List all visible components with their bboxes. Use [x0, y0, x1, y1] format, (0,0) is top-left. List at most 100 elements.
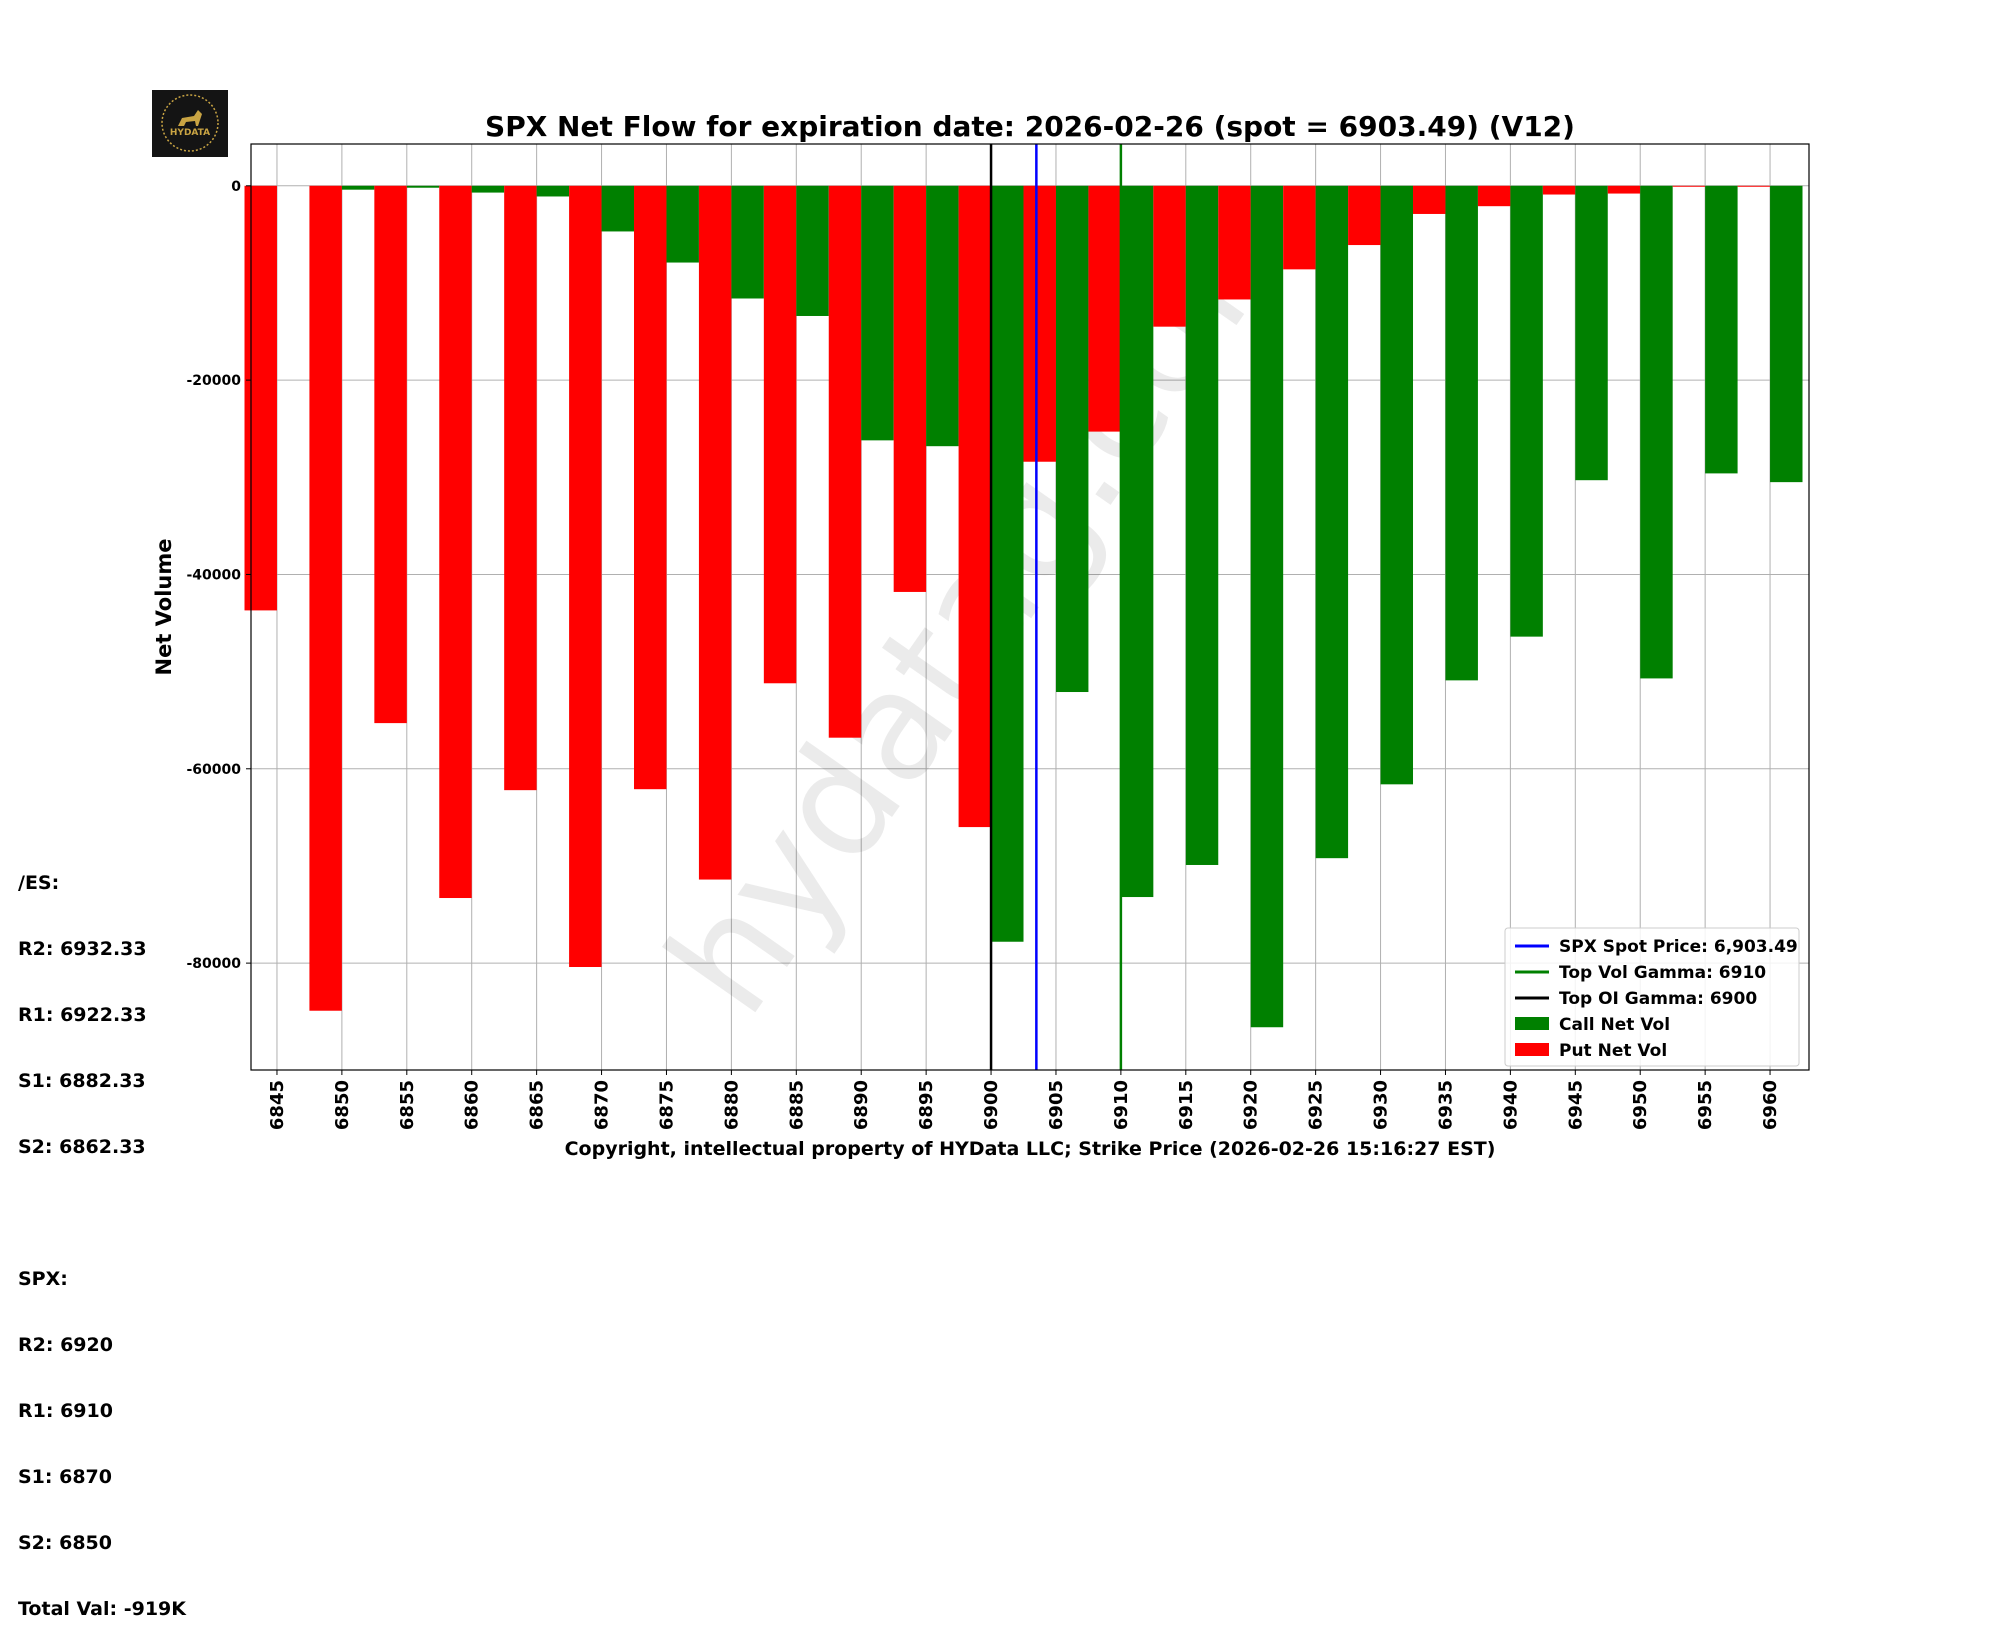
put-bar: [828, 185, 862, 738]
x-tick-label: 6855: [397, 1080, 418, 1130]
put-bar: [763, 185, 797, 684]
x-tick-label: 6880: [721, 1080, 742, 1130]
put-bar: [1737, 185, 1771, 187]
call-bar: [1575, 185, 1608, 481]
call-bar: [731, 185, 764, 299]
x-tick-label: 6915: [1176, 1080, 1197, 1130]
call-bar: [861, 185, 894, 441]
bars: [244, 185, 1803, 1028]
x-axis-label: Copyright, intellectual property of HYDa…: [565, 1138, 1496, 1160]
put-bar: [1477, 185, 1511, 207]
put-bar: [569, 185, 602, 968]
put-bar: [1218, 185, 1251, 300]
y-tick-label: -80000: [186, 956, 241, 972]
put-bar: [1088, 185, 1121, 432]
call-bar: [471, 185, 505, 193]
y-tick-label: 0: [231, 179, 241, 195]
x-tick-label: 6940: [1500, 1080, 1521, 1130]
x-ticks: 6845 6850 6855 6860 6865 6870 6875 6880 6885 6890…: [267, 1070, 1781, 1130]
put-bar: [504, 185, 537, 791]
x-tick-label: 6945: [1565, 1080, 1586, 1130]
x-tick-label: 6900: [981, 1080, 1002, 1130]
spx-header: SPX:: [18, 1268, 68, 1290]
call-bar: [1185, 185, 1219, 865]
put-bar: [1607, 185, 1641, 194]
x-tick-label: 6910: [1111, 1080, 1132, 1130]
x-tick-label: 6955: [1695, 1080, 1716, 1130]
legend-label: Put Net Vol: [1559, 1041, 1667, 1061]
x-tick-label: 6870: [592, 1080, 613, 1130]
put-bar: [374, 185, 407, 724]
put-bar: [634, 185, 667, 790]
x-tick-label: 6920: [1241, 1080, 1262, 1130]
svg-text:HYDATA: HYDATA: [170, 128, 210, 138]
legend-bar-swatch: [1515, 1017, 1549, 1030]
total-value: Total Val: -919K: [18, 1598, 187, 1620]
put-bar: [1348, 185, 1381, 246]
y-tick-label: -60000: [186, 762, 241, 778]
es-level: S2: 6862.33: [18, 1136, 146, 1158]
x-tick-label: 6860: [462, 1080, 483, 1130]
call-bar: [1315, 185, 1349, 859]
call-bar: [341, 185, 375, 190]
x-tick-label: 6845: [267, 1080, 288, 1130]
x-tick-label: 6890: [851, 1080, 872, 1130]
call-bar: [1770, 185, 1803, 483]
call-bar: [926, 185, 959, 447]
put-bar: [439, 185, 472, 899]
y-tick-label: -20000: [186, 373, 241, 389]
y-axis-label: Net Volume: [152, 539, 176, 676]
x-tick-label: 6875: [656, 1080, 677, 1130]
call-bar: [1705, 185, 1738, 474]
call-bar: [1120, 185, 1154, 898]
es-level: R2: 6932.33: [18, 938, 147, 960]
call-bar: [1055, 185, 1089, 693]
legend-label: SPX Spot Price: 6,903.49: [1559, 937, 1798, 957]
x-tick-label: 6865: [527, 1080, 548, 1130]
es-level: R1: 6922.33: [18, 1004, 147, 1026]
put-bar: [958, 185, 992, 828]
x-tick-label: 6925: [1306, 1080, 1327, 1130]
logo-emblem-icon: HYDATA: [161, 94, 219, 152]
call-bar: [1445, 185, 1478, 681]
x-tick-label: 6885: [786, 1080, 807, 1130]
put-bar: [1283, 185, 1316, 270]
put-bar: [1542, 185, 1576, 195]
put-bar: [244, 185, 277, 611]
legend-label: Top OI Gamma: 6900: [1559, 989, 1757, 1009]
hydata-logo: HYDATA: [152, 90, 228, 157]
call-bar: [1250, 185, 1284, 1028]
spx-level: R1: 6910: [18, 1400, 113, 1422]
x-tick-label: 6905: [1046, 1080, 1067, 1130]
y-tick-label: -40000: [186, 567, 241, 583]
x-tick-label: 6960: [1760, 1080, 1781, 1130]
x-tick-label: 6950: [1630, 1080, 1651, 1130]
put-bar: [1023, 185, 1056, 462]
legend-box: [1504, 927, 1800, 1067]
spx-level: S1: 6870: [18, 1466, 112, 1488]
call-bar: [601, 185, 635, 232]
x-tick-label: 6930: [1371, 1080, 1392, 1130]
net-flow-chart: hydatag.com 6845 6850 6855 6860 6865 6870 6875…: [152, 110, 1810, 1160]
call-bar: [666, 185, 699, 263]
chart-title: SPX Net Flow for expiration date: 2026-0…: [485, 110, 1575, 143]
put-bar: [1672, 185, 1706, 187]
call-bar: [1380, 185, 1414, 785]
call-bar: [991, 185, 1024, 942]
legend: SPX Spot Price: 6,903.49 Top Vol Gamma: 6…: [1504, 927, 1800, 1067]
x-tick-label: 6895: [916, 1080, 937, 1130]
x-tick-label: 6850: [332, 1080, 353, 1130]
es-level: S1: 6882.33: [18, 1070, 146, 1092]
put-bar: [1413, 185, 1446, 214]
reference-lines: [989, 144, 1123, 1070]
spx-level: S2: 6850: [18, 1532, 112, 1554]
put-bar: [893, 185, 927, 592]
legend-label: Call Net Vol: [1559, 1015, 1670, 1035]
legend-label: Top Vol Gamma: 6910: [1559, 963, 1766, 983]
es-header: /ES:: [18, 872, 60, 894]
put-bar: [1153, 185, 1186, 327]
x-tick-label: 6935: [1435, 1080, 1456, 1130]
call-bar: [1510, 185, 1543, 637]
call-bar: [796, 185, 829, 316]
call-bar: [406, 185, 440, 188]
